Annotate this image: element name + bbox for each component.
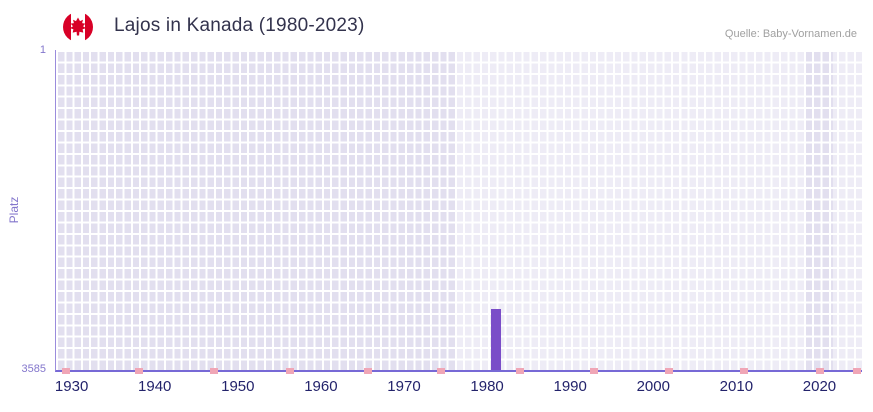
no-rank-marker	[665, 368, 674, 374]
x-tick-label: 1940	[138, 378, 172, 395]
canada-flag-icon	[63, 12, 93, 42]
no-rank-marker	[135, 368, 144, 374]
x-tick-label: 1950	[221, 378, 255, 395]
source-credit: Quelle: Baby-Vornamen.de	[724, 28, 857, 40]
no-rank-marker	[61, 368, 70, 374]
no-rank-marker	[209, 368, 218, 374]
x-tick-label: 2020	[802, 378, 837, 395]
x-tick-label: 2010	[719, 378, 754, 395]
x-tick-label: 1930	[54, 378, 89, 395]
no-rank-marker	[436, 368, 445, 374]
plot-area	[55, 50, 862, 374]
y-axis-title: Platz	[7, 196, 21, 224]
no-rank-marker	[815, 368, 824, 374]
rank-bar[interactable]	[491, 308, 502, 370]
x-tick-label: 1960	[304, 378, 338, 395]
no-rank-marker	[590, 368, 599, 374]
chart-title: Lajos in Kanada (1980-2023)	[114, 15, 365, 36]
y-tick-max: 1	[39, 44, 46, 56]
plot-band	[832, 50, 862, 370]
no-rank-marker	[286, 368, 295, 374]
x-tick-label: 1990	[553, 378, 587, 395]
no-rank-marker	[363, 368, 372, 374]
x-tick-label: 1970	[387, 378, 421, 395]
y-tick-min: 3585	[21, 363, 46, 375]
x-axis: 1930 1940 1950 1960 1970 1980 1990 2000 2010 2020	[55, 378, 861, 400]
x-tick-label: 2000	[636, 378, 670, 395]
x-tick-label: 1980	[470, 378, 504, 395]
no-rank-marker	[853, 368, 861, 374]
plot-band	[454, 50, 804, 370]
no-rank-marker	[740, 368, 748, 374]
no-rank-marker	[516, 368, 525, 374]
